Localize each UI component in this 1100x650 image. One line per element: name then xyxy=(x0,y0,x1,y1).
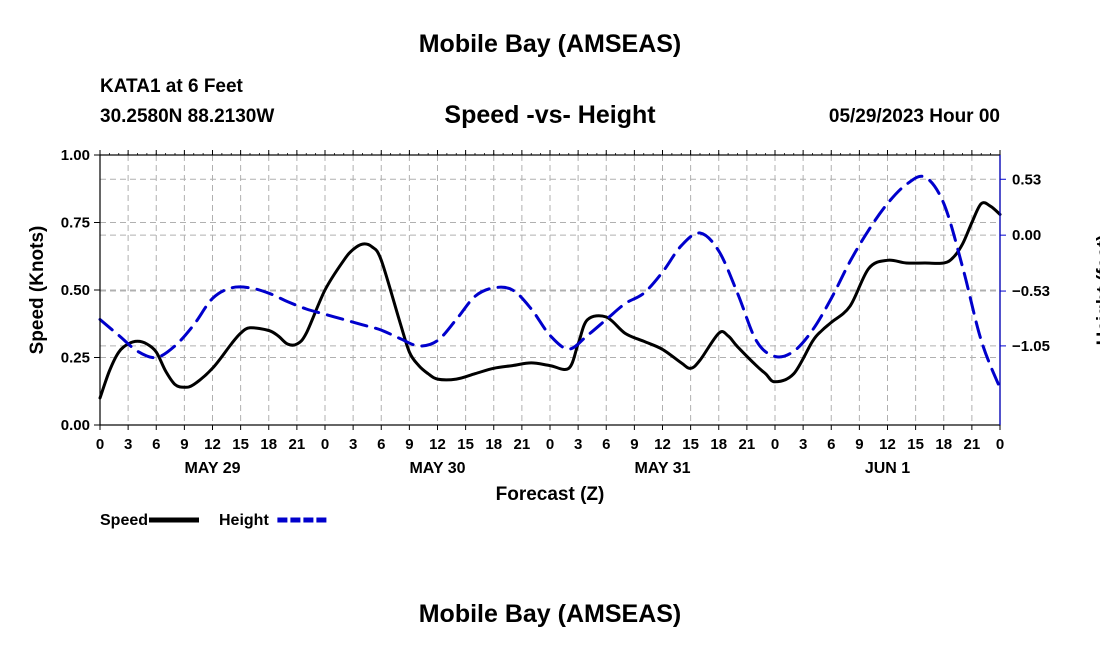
footer-title: Mobile Bay (AMSEAS) xyxy=(418,600,682,628)
x-tick-label: 12 xyxy=(879,436,896,453)
grid xyxy=(100,155,1000,425)
x-tick-label: 6 xyxy=(152,436,160,453)
forecast-datetime: 05/29/2023 Hour 00 xyxy=(828,106,1000,127)
x-tick-label: 6 xyxy=(602,436,610,453)
x-tick-label: 18 xyxy=(260,436,277,453)
y-tick-label: 1.00 xyxy=(61,147,90,164)
x-tick-label: 12 xyxy=(204,436,221,453)
x-tick-label: 3 xyxy=(574,436,582,453)
x-tick-label: 12 xyxy=(654,436,671,453)
x-tick-label: 3 xyxy=(124,436,132,453)
x-axis-label: Forecast (Z) xyxy=(496,484,605,505)
legend-label-height: Height xyxy=(219,512,269,529)
x-tick-label: 15 xyxy=(682,436,699,453)
y-tick-label: 0.50 xyxy=(61,282,90,299)
x-tick-label: 21 xyxy=(739,436,756,453)
day-label: MAY 29 xyxy=(184,460,240,477)
legend-label-speed: Speed xyxy=(100,512,148,529)
series-line-speed xyxy=(98,201,1002,400)
y2-tick-label: −0.53 xyxy=(1012,283,1050,300)
x-tick-label: 0 xyxy=(546,436,554,453)
series-layer xyxy=(98,174,1002,400)
x-tick-label: 0 xyxy=(771,436,779,453)
x-tick-label: 3 xyxy=(349,436,357,453)
y-tick-label: 0.75 xyxy=(61,215,90,232)
y-tick-label: 0.25 xyxy=(61,350,90,367)
y2-tick-label: 0.53 xyxy=(1012,171,1041,188)
series-line-height xyxy=(98,174,1002,390)
x-tick-label: 9 xyxy=(630,436,638,453)
day-label: JUN 1 xyxy=(865,460,910,477)
x-tick-label: 15 xyxy=(457,436,474,453)
y-tick-label: 0.00 xyxy=(61,417,90,434)
y2-axis-label: Height (feet) xyxy=(1094,235,1100,346)
day-label: MAY 30 xyxy=(409,460,465,477)
x-tick-label: 6 xyxy=(377,436,385,453)
x-tick-label: 18 xyxy=(710,436,727,453)
x-tick-label: 0 xyxy=(321,436,329,453)
station-label: KATA1 at 6 Feet xyxy=(100,76,243,97)
y2-tick-label: 0.00 xyxy=(1012,227,1041,244)
axes: 0 3 6 9 12 15 18 21 0 3 6 9 12 15 18 21 0 3 6 9 12 15 18 21 0 3 6 9… xyxy=(27,147,1100,505)
x-tick-label: 6 xyxy=(827,436,835,453)
x-tick-label: 0 xyxy=(96,436,104,453)
x-tick-label: 3 xyxy=(799,436,807,453)
x-tick-label: 21 xyxy=(964,436,981,453)
x-tick-label: 18 xyxy=(485,436,502,453)
x-tick-label: 15 xyxy=(907,436,924,453)
x-tick-label: 9 xyxy=(180,436,188,453)
x-tick-label: 18 xyxy=(935,436,952,453)
x-tick-label: 12 xyxy=(429,436,446,453)
x-tick-label: 15 xyxy=(232,436,249,453)
x-tick-label: 0 xyxy=(996,436,1004,453)
x-tick-label: 21 xyxy=(289,436,306,453)
x-tick-label: 9 xyxy=(405,436,413,453)
station-coordinates: 30.2580N 88.2130W xyxy=(100,106,275,127)
day-label: MAY 31 xyxy=(634,460,690,477)
y-axis-label: Speed (Knots) xyxy=(27,226,48,355)
y2-tick-label: −1.05 xyxy=(1012,338,1050,355)
x-tick-label: 21 xyxy=(514,436,531,453)
legend: Speed Height xyxy=(100,512,328,529)
chart-title: Mobile Bay (AMSEAS) xyxy=(418,30,682,58)
chart-subtitle: Speed -vs- Height xyxy=(444,101,656,129)
x-tick-label: 9 xyxy=(855,436,863,453)
